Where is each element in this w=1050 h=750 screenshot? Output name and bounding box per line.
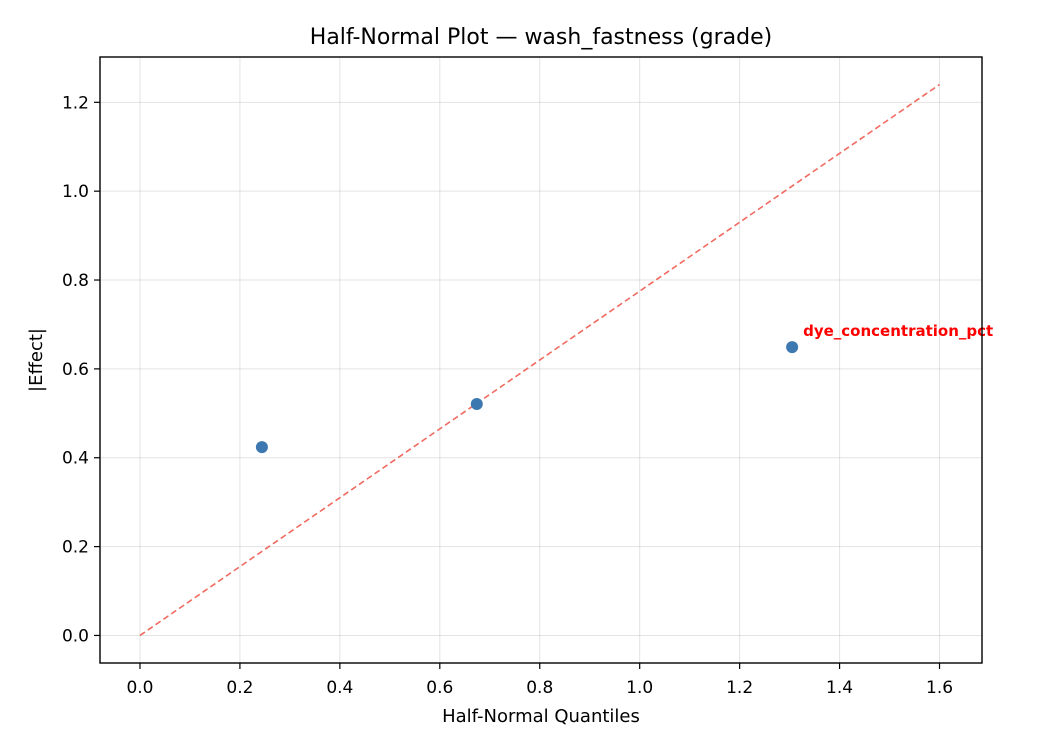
y-tick-label: 0.8: [62, 271, 89, 291]
x-tick-label: 1.2: [726, 678, 753, 698]
y-tick-label: 1.2: [62, 93, 89, 113]
x-tick-label: 1.4: [826, 678, 853, 698]
annotations: dye_concentration_pct: [803, 322, 993, 340]
x-tick-label: 0.0: [126, 678, 153, 698]
x-tick-label: 0.4: [326, 678, 353, 698]
y-tick-label: 0.0: [62, 626, 89, 646]
x-tick-label: 1.0: [626, 678, 653, 698]
y-tick-label: 0.2: [62, 538, 89, 558]
y-tick-label: 0.6: [62, 360, 89, 380]
reference-line: [139, 83, 940, 637]
data-point: [470, 397, 483, 410]
y-tick-label: 1.0: [62, 182, 89, 202]
x-tick-label: 0.8: [526, 678, 553, 698]
data-point: [255, 441, 268, 454]
reference-line-group: [139, 83, 940, 637]
x-axis-ticks: 0.0 0.2 0.4 0.6 0.8 1.0 1.2 1.4 1.6: [126, 663, 953, 698]
x-tick-label: 1.6: [926, 678, 953, 698]
y-axis-ticks: 0.0 0.2 0.4 0.6 0.8 1.0 1.2: [62, 93, 100, 646]
y-axis-label: |Effect|: [26, 328, 47, 392]
x-tick-label: 0.6: [426, 678, 453, 698]
x-axis-label: Half-Normal Quantiles: [442, 706, 640, 727]
x-tick-label: 0.2: [226, 678, 253, 698]
data-point: [786, 341, 799, 354]
chart-title: Half-Normal Plot — wash_fastness (grade): [310, 25, 772, 50]
y-tick-label: 0.4: [62, 449, 89, 469]
point-annotation-label: dye_concentration_pct: [803, 322, 993, 340]
plot-frame: [99, 56, 983, 664]
data-points: [255, 341, 799, 454]
